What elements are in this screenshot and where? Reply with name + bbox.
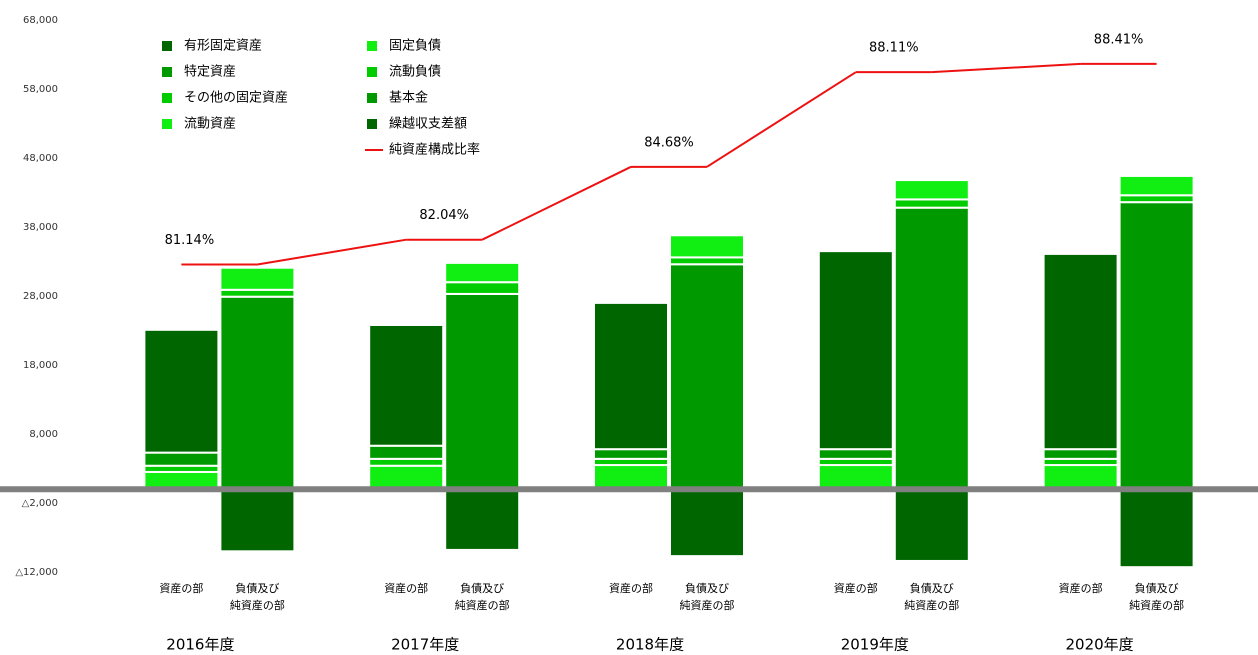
- bar-segment: [444, 292, 521, 491]
- data-label: 84.68%: [644, 135, 694, 150]
- data-label: 88.41%: [1094, 32, 1144, 47]
- bar-segment: [893, 206, 970, 491]
- sub-label: 負債及び: [685, 581, 729, 595]
- bar-segment: [1118, 194, 1195, 204]
- sub-label: 資産の部: [1059, 581, 1103, 595]
- ratio-line: [481, 165, 632, 241]
- bar-segment: [593, 464, 669, 491]
- legend-label: その他の固定資産: [184, 90, 288, 106]
- bar-segment: [368, 323, 445, 447]
- bar-segment: [1042, 464, 1119, 491]
- data-label: 88.11%: [869, 41, 919, 56]
- legend-swatch: [367, 41, 377, 51]
- bar-segment: [593, 448, 669, 460]
- legend-label: 流動資産: [184, 116, 236, 132]
- bar-segment: [817, 250, 894, 451]
- y-tick-label: △12,000: [15, 567, 58, 578]
- sub-label: 純資産の部: [230, 598, 285, 612]
- legend-label: 有形固定資産: [184, 38, 262, 54]
- y-tick-label: 48,000: [23, 153, 58, 164]
- data-label: 82.04%: [419, 208, 469, 223]
- bar-segment: [817, 448, 894, 460]
- bar-segment: [219, 295, 296, 491]
- bar-segment: [368, 444, 445, 460]
- sub-label: 負債及び: [235, 581, 279, 595]
- sub-label: 負債及び: [460, 581, 504, 595]
- bar-segment: [893, 179, 970, 201]
- ratio-line: [257, 238, 407, 266]
- sub-label: 負債及び: [910, 581, 954, 595]
- legend-swatch: [162, 41, 172, 51]
- bar-segment: [444, 261, 521, 284]
- ratio-line: [931, 62, 1081, 74]
- bar-segment: [817, 464, 894, 491]
- bar-segment: [1118, 488, 1195, 569]
- bar-segment: [219, 288, 296, 298]
- y-tick-label: 68,000: [23, 15, 58, 26]
- bar-segment: [1042, 252, 1119, 451]
- legend-swatch: [162, 93, 172, 103]
- x-tick-label: 2020年度: [1066, 636, 1134, 654]
- y-tick-label: 38,000: [23, 222, 58, 233]
- sub-label: 資産の部: [609, 581, 653, 595]
- bar-segment: [669, 488, 745, 558]
- sub-label: 純資産の部: [680, 598, 735, 612]
- y-tick-label: 58,000: [23, 84, 58, 95]
- bar-segment: [219, 266, 296, 291]
- bar-segment: [219, 488, 296, 553]
- bar-segment: [893, 488, 970, 562]
- bar-segment: [368, 457, 445, 467]
- legend-label: 固定負債: [389, 39, 441, 54]
- legend-swatch: [367, 67, 377, 77]
- data-label: 81.14%: [165, 233, 215, 248]
- bar-segment: [893, 198, 970, 209]
- bar-segment: [669, 263, 745, 491]
- bar-segment: [669, 234, 745, 259]
- sub-label: 資産の部: [159, 581, 203, 595]
- bar-segment: [669, 256, 745, 266]
- x-tick-label: 2017年度: [391, 636, 459, 654]
- legend-swatch: [367, 93, 377, 103]
- bar-segment: [1042, 448, 1119, 460]
- ratio-line: [706, 71, 857, 168]
- bar-segment: [1118, 174, 1195, 197]
- bar-segment: [1118, 201, 1195, 491]
- legend-swatch: [162, 67, 172, 77]
- legend-label: 基本金: [389, 90, 428, 106]
- sub-label: 純資産の部: [1129, 598, 1184, 612]
- bar-segment: [368, 464, 445, 491]
- bar-segment: [444, 281, 521, 295]
- legend-label: 繰越収支差額: [389, 117, 467, 132]
- sub-label: 純資産の部: [904, 598, 959, 612]
- x-tick-label: 2019年度: [841, 636, 909, 654]
- x-tick-label: 2018年度: [616, 636, 684, 654]
- bar-segment: [593, 301, 669, 451]
- sub-label: 資産の部: [834, 581, 878, 595]
- y-tick-label: 28,000: [23, 291, 58, 302]
- legend-label: 流動負債: [389, 65, 441, 80]
- y-tick-label: 18,000: [23, 360, 58, 371]
- bar-segment: [143, 451, 220, 467]
- sub-label: 資産の部: [384, 581, 428, 595]
- sub-label: 負債及び: [1135, 581, 1179, 595]
- x-tick-label: 2016年度: [166, 636, 234, 654]
- bar-segment: [444, 488, 521, 551]
- legend-swatch: [367, 119, 377, 129]
- bar-segment: [143, 328, 220, 454]
- sub-label: 純資産の部: [455, 598, 510, 612]
- legend-label: 純資産構成比率: [389, 142, 480, 158]
- legend-swatch: [162, 119, 172, 129]
- legend-label: 特定資産: [184, 64, 236, 80]
- y-tick-label: △2,000: [22, 498, 58, 509]
- y-tick-label: 8,000: [29, 429, 58, 440]
